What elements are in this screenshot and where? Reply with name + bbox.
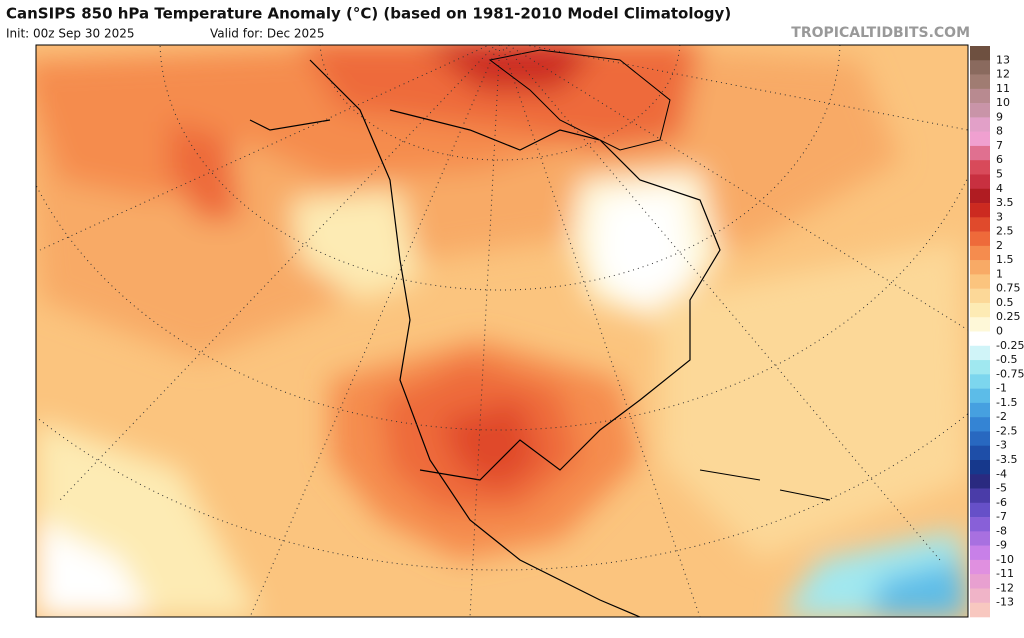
colorbar-label: 0 <box>996 325 1003 338</box>
colorbar-cell <box>970 74 990 90</box>
colorbar-label: 2.5 <box>996 225 1014 238</box>
colorbar-cell <box>970 274 990 289</box>
colorbar-label: 4 <box>996 182 1003 195</box>
colorbar-cell <box>970 402 990 418</box>
colorbar-cell <box>970 288 990 304</box>
colorbar-cell <box>970 431 990 446</box>
colorbar-cell <box>970 46 990 61</box>
colorbar-label: 8 <box>996 125 1003 138</box>
colorbar-label: 11 <box>996 82 1010 95</box>
colorbar-label: -1.5 <box>996 396 1017 409</box>
colorbar-cell <box>970 188 990 204</box>
colorbar-cell <box>970 217 990 232</box>
colorbar-label: -4 <box>996 467 1007 480</box>
colorbar-label: -2.5 <box>996 424 1017 437</box>
colorbar-label: -5 <box>996 482 1007 495</box>
colorbar-cell <box>970 103 990 118</box>
colorbar-cell <box>970 203 990 218</box>
colorbar-label: 0.5 <box>996 296 1014 309</box>
colorbar-cell <box>970 117 990 132</box>
colorbar-cell <box>970 160 990 175</box>
colorbar-label: 1.5 <box>996 253 1014 266</box>
colorbar-label: -1 <box>996 382 1007 395</box>
colorbar-label: -7 <box>996 510 1007 523</box>
colorbar-label: -0.75 <box>996 367 1024 380</box>
colorbar-cell <box>970 388 990 404</box>
colorbar-label: 6 <box>996 153 1003 166</box>
colorbar-label: -2 <box>996 410 1007 423</box>
colorbar-cell <box>970 531 990 546</box>
colorbar-label: 2 <box>996 239 1003 252</box>
colorbar-label: -0.25 <box>996 339 1024 352</box>
colorbar-cell <box>970 459 990 475</box>
colorbar-label: 12 <box>996 68 1010 81</box>
colorbar-label: -11 <box>996 567 1014 580</box>
colorbar-label: -6 <box>996 496 1007 509</box>
colorbar-label: -12 <box>996 581 1014 594</box>
colorbar-cell <box>970 545 990 561</box>
colorbar-cell <box>970 374 990 389</box>
colorbar-label: 5 <box>996 167 1003 180</box>
colorbar-cell <box>970 245 990 261</box>
colorbar-label: 0.25 <box>996 310 1021 323</box>
init-time: Init: 00z Sep 30 2025 <box>6 27 134 41</box>
colorbar-cell <box>970 331 990 347</box>
colorbar-label: -3 <box>996 439 1007 452</box>
colorbar-cell <box>970 602 990 618</box>
colorbar-label: 3 <box>996 210 1003 223</box>
anomaly-map <box>36 45 968 617</box>
colorbar-cell <box>970 574 990 589</box>
colorbar-cell <box>970 131 990 147</box>
colorbar-cell <box>970 445 990 461</box>
site-credit: TROPICALTIDBITS.COM <box>791 25 970 41</box>
colorbar-cell <box>970 145 990 161</box>
colorbar-cell <box>970 260 990 275</box>
colorbar-cell <box>970 517 990 532</box>
colorbar-label: -13 <box>996 596 1014 609</box>
colorbar-label: 13 <box>996 53 1010 66</box>
colorbar-cell <box>970 60 990 75</box>
colorbar-label: -9 <box>996 539 1007 552</box>
colorbar-label: -10 <box>996 553 1014 566</box>
colorbar-cell <box>970 360 990 375</box>
colorbar: 131211109876543.532.521.510.750.50.250-0… <box>970 46 1024 618</box>
colorbar-label: 3.5 <box>996 196 1014 209</box>
colorbar-label: 1 <box>996 267 1003 280</box>
colorbar-label: 10 <box>996 96 1010 109</box>
colorbar-cell <box>970 417 990 432</box>
colorbar-cell <box>970 502 990 518</box>
colorbar-cell <box>970 317 990 332</box>
colorbar-cell <box>970 88 990 104</box>
colorbar-label: 7 <box>996 139 1003 152</box>
colorbar-cell <box>970 302 990 318</box>
colorbar-label: 0.75 <box>996 282 1021 295</box>
colorbar-cell <box>970 488 990 504</box>
colorbar-cell <box>970 345 990 361</box>
colorbar-cell <box>970 174 990 190</box>
title: CanSIPS 850 hPa Temperature Anomaly (°C)… <box>6 5 731 23</box>
colorbar-cell <box>970 231 990 247</box>
colorbar-cell <box>970 474 990 489</box>
valid-time: Valid for: Dec 2025 <box>210 27 324 41</box>
colorbar-label: -0.5 <box>996 353 1017 366</box>
colorbar-label: 9 <box>996 110 1003 123</box>
colorbar-label: -3.5 <box>996 453 1017 466</box>
colorbar-label: -8 <box>996 524 1007 537</box>
colorbar-cell <box>970 588 990 604</box>
colorbar-cell <box>970 559 990 575</box>
